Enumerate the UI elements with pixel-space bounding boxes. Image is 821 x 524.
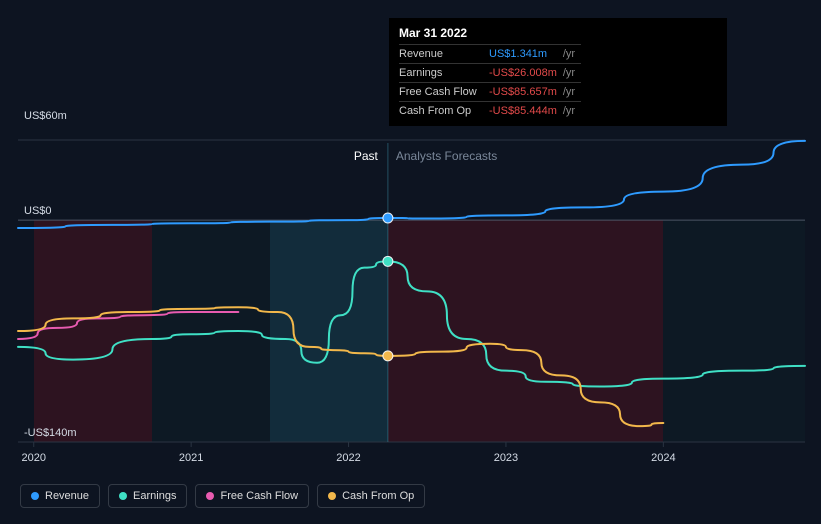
legend-label: Cash From Op: [342, 490, 414, 502]
financials-chart-container: Mar 31 2022 RevenueUS$1.341m/yrEarnings-…: [0, 0, 821, 524]
legend-dot-icon: [31, 492, 39, 500]
legend-dot-icon: [206, 492, 214, 500]
tooltip-row-unit: /yr: [563, 45, 581, 64]
tooltip-row-value: -US$26.008m: [489, 64, 563, 83]
legend-item[interactable]: Free Cash Flow: [195, 484, 309, 508]
y-tick-label: US$0: [24, 205, 52, 217]
legend-label: Revenue: [45, 490, 89, 502]
forecast-period-label: Analysts Forecasts: [396, 149, 497, 163]
legend-dot-icon: [119, 492, 127, 500]
tooltip-row-unit: /yr: [563, 83, 581, 102]
tooltip-row-label: Revenue: [399, 45, 489, 64]
tooltip-row-label: Free Cash Flow: [399, 83, 489, 102]
x-tick-label: 2022: [336, 452, 360, 464]
legend-label: Earnings: [133, 490, 176, 502]
series-cfo: [18, 307, 663, 426]
past-period-label: Past: [354, 149, 378, 163]
x-tick-label: 2021: [179, 452, 203, 464]
legend-item[interactable]: Earnings: [108, 484, 187, 508]
x-tick-label: 2024: [651, 452, 675, 464]
tooltip-row: Free Cash Flow-US$85.657m/yr: [399, 83, 581, 102]
tooltip-row-label: Cash From Op: [399, 102, 489, 121]
tooltip-table: RevenueUS$1.341m/yrEarnings-US$26.008m/y…: [399, 44, 581, 120]
tooltip-row-unit: /yr: [563, 102, 581, 121]
chart-tooltip: Mar 31 2022 RevenueUS$1.341m/yrEarnings-…: [389, 18, 727, 126]
x-tick-label: 2023: [494, 452, 518, 464]
series-fcf: [18, 312, 238, 339]
tooltip-date: Mar 31 2022: [399, 26, 717, 44]
series-earnings: [18, 261, 805, 386]
tooltip-row: Cash From Op-US$85.444m/yr: [399, 102, 581, 121]
x-tick-label: 2020: [21, 452, 45, 464]
y-tick-label: US$60m: [24, 110, 67, 122]
tooltip-row: RevenueUS$1.341m/yr: [399, 45, 581, 64]
legend-label: Free Cash Flow: [220, 490, 298, 502]
chart-legend: Revenue Earnings Free Cash Flow Cash From O…: [20, 484, 425, 508]
legend-dot-icon: [328, 492, 336, 500]
tooltip-row-value: -US$85.657m: [489, 83, 563, 102]
tooltip-row: Earnings-US$26.008m/yr: [399, 64, 581, 83]
tooltip-row-value: -US$85.444m: [489, 102, 563, 121]
tooltip-row-unit: /yr: [563, 64, 581, 83]
legend-item[interactable]: Revenue: [20, 484, 100, 508]
tooltip-row-label: Earnings: [399, 64, 489, 83]
legend-item[interactable]: Cash From Op: [317, 484, 425, 508]
y-tick-label: -US$140m: [24, 427, 77, 439]
tooltip-row-value: US$1.341m: [489, 45, 563, 64]
